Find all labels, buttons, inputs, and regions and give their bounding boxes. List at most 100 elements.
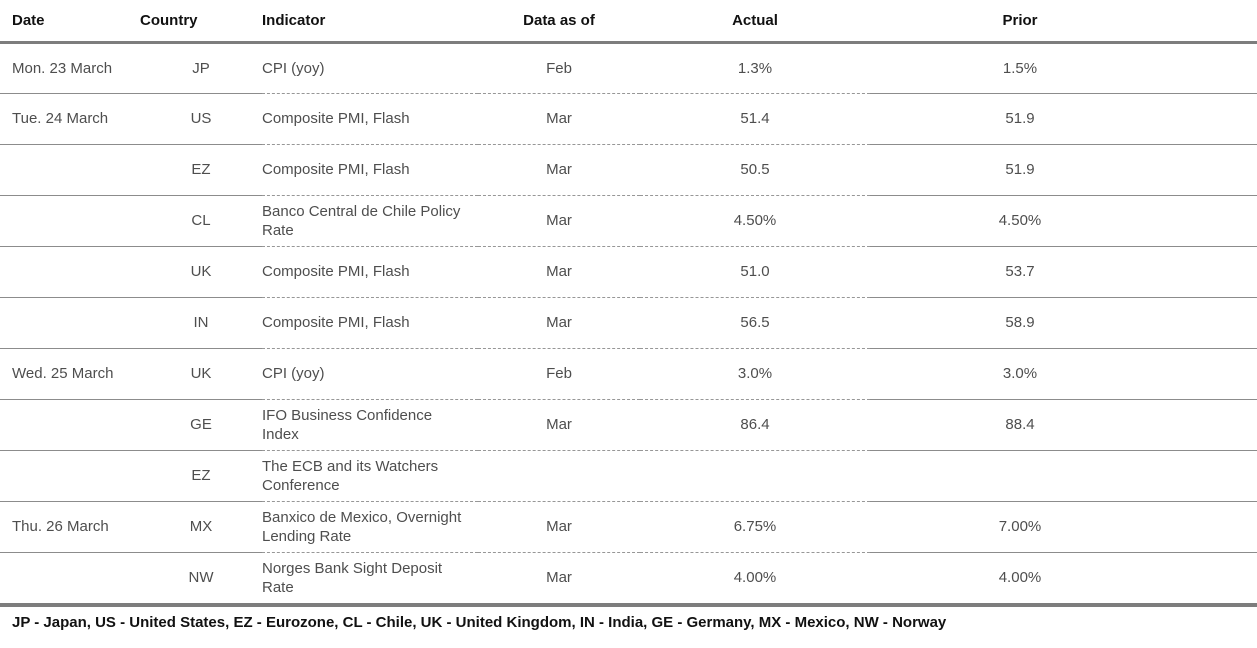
column-header-prior: Prior xyxy=(870,0,1170,44)
cell-actual: 56.5 xyxy=(640,297,870,349)
cell-data-as-of: Mar xyxy=(478,93,640,145)
cell-country: MX xyxy=(140,501,262,553)
cell-prior: 4.00% xyxy=(998,569,1042,587)
cell-actual: 3.0% xyxy=(640,348,870,400)
cell-data-as-of: Mar xyxy=(478,144,640,196)
cell-actual: 50.5 xyxy=(640,144,870,196)
table-row: Mon. 23 March JP CPI (yoy) Feb 1.3% 1.5% xyxy=(0,42,1257,94)
cell-indicator: Norges Bank Sight Deposit Rate xyxy=(262,559,443,596)
cell-date xyxy=(0,552,140,603)
cell-date xyxy=(0,144,140,196)
cell-date xyxy=(0,399,140,451)
header-row: Date Country Indicator Data as of Actual… xyxy=(0,0,1257,44)
table-row: IN Composite PMI, Flash Mar 56.5 58.9 xyxy=(0,297,1257,349)
column-header-date: Date xyxy=(0,0,140,44)
cell-prior: 3.0% xyxy=(870,348,1170,400)
table-row: Wed. 25 March UK CPI (yoy) Feb 3.0% 3.0% xyxy=(0,348,1257,400)
cell-indicator: Banco Central de Chile Policy Rate xyxy=(262,195,478,247)
table-row: Tue. 24 March US Composite PMI, Flash Ma… xyxy=(0,93,1257,145)
column-header-filler xyxy=(1170,0,1257,44)
country-code-legend: JP - Japan, US - United States, EZ - Eur… xyxy=(12,614,947,631)
cell-data-as-of: Mar xyxy=(478,399,640,451)
cell-country: EZ xyxy=(140,144,262,196)
table-row: EZ The ECB and its Watchers Conference xyxy=(0,450,1257,502)
cell-data-as-of: Mar xyxy=(478,195,640,247)
cell-prior: 51.9 xyxy=(870,144,1170,196)
cell-prior: 7.00% xyxy=(870,501,1170,553)
column-header-indicator: Indicator xyxy=(262,0,478,44)
cell-actual: 86.4 xyxy=(640,399,870,451)
cell-indicator: CPI (yoy) xyxy=(262,42,478,94)
cell-country: JP xyxy=(140,42,262,94)
footer-divider xyxy=(0,603,1257,607)
cell-prior: 4.50% xyxy=(870,195,1170,247)
cell-indicator: Composite PMI, Flash xyxy=(262,246,478,298)
cell-indicator: Composite PMI, Flash xyxy=(262,297,478,349)
cell-prior: 1.5% xyxy=(870,42,1170,94)
cell-country: CL xyxy=(140,195,262,247)
table-row: Thu. 26 March MX Banxico de Mexico, Over… xyxy=(0,501,1257,553)
cell-indicator: IFO Business Confidence Index xyxy=(262,399,478,451)
cell-date: Tue. 24 March xyxy=(0,93,140,145)
cell-country: US xyxy=(140,93,262,145)
cell-indicator: Composite PMI, Flash xyxy=(262,93,478,145)
cell-actual: 6.75% xyxy=(640,501,870,553)
cell-filler xyxy=(1170,552,1257,603)
cell-prior: 58.9 xyxy=(870,297,1170,349)
cell-data-as-of: Mar xyxy=(546,569,572,587)
cell-indicator: Banxico de Mexico, Overnight Lending Rat… xyxy=(262,501,478,553)
cell-country: UK xyxy=(140,246,262,298)
table-row: EZ Composite PMI, Flash Mar 50.5 51.9 xyxy=(0,144,1257,196)
cell-date xyxy=(0,450,140,502)
cell-indicator: Composite PMI, Flash xyxy=(262,144,478,196)
cell-data-as-of: Mar xyxy=(478,246,640,298)
cell-date: Mon. 23 March xyxy=(0,42,140,94)
cell-filler xyxy=(1170,144,1257,196)
column-header-data-as-of: Data as of xyxy=(478,0,640,44)
cell-country: UK xyxy=(140,348,262,400)
cell-filler xyxy=(1170,348,1257,400)
cell-actual: 1.3% xyxy=(640,42,870,94)
table-row: UK Composite PMI, Flash Mar 51.0 53.7 xyxy=(0,246,1257,298)
cell-country: GE xyxy=(140,399,262,451)
cell-data-as-of: Mar xyxy=(478,501,640,553)
cell-actual: 4.00% xyxy=(733,569,777,587)
cell-indicator: CPI (yoy) xyxy=(262,348,478,400)
column-header-country: Country xyxy=(140,0,262,44)
cell-indicator: The ECB and its Watchers Conference xyxy=(262,450,478,502)
cell-filler xyxy=(1170,93,1257,145)
cell-data-as-of: Mar xyxy=(478,297,640,349)
cell-actual xyxy=(640,450,870,502)
table-row: NW Norges Bank Sight Deposit Rate Mar 4.… xyxy=(0,552,1257,603)
cell-actual: 51.0 xyxy=(640,246,870,298)
cell-prior: 51.9 xyxy=(870,93,1170,145)
cell-filler xyxy=(1170,195,1257,247)
column-header-actual: Actual xyxy=(640,0,870,44)
cell-data-as-of xyxy=(478,450,640,502)
table-body: Mon. 23 March JP CPI (yoy) Feb 1.3% 1.5%… xyxy=(0,42,1257,603)
table-row: CL Banco Central de Chile Policy Rate Ma… xyxy=(0,195,1257,247)
cell-actual: 51.4 xyxy=(640,93,870,145)
cell-actual: 4.50% xyxy=(640,195,870,247)
cell-date xyxy=(0,297,140,349)
cell-data-as-of: Feb xyxy=(478,348,640,400)
cell-prior: 53.7 xyxy=(870,246,1170,298)
table-row: GE IFO Business Confidence Index Mar 86.… xyxy=(0,399,1257,451)
cell-filler xyxy=(1170,42,1257,94)
cell-date: Wed. 25 March xyxy=(0,348,140,400)
cell-date xyxy=(0,195,140,247)
table-header: Date Country Indicator Data as of Actual… xyxy=(0,0,1257,44)
cell-filler xyxy=(1170,246,1257,298)
cell-filler xyxy=(1170,399,1257,451)
cell-country: IN xyxy=(140,297,262,349)
cell-country: EZ xyxy=(140,450,262,502)
cell-data-as-of: Feb xyxy=(478,42,640,94)
cell-prior xyxy=(870,450,1170,502)
economic-calendar-table: Date Country Indicator Data as of Actual… xyxy=(0,0,1257,603)
cell-filler xyxy=(1170,501,1257,553)
cell-prior: 88.4 xyxy=(870,399,1170,451)
cell-filler xyxy=(1170,450,1257,502)
cell-filler xyxy=(1170,297,1257,349)
cell-country: NW xyxy=(188,569,214,587)
